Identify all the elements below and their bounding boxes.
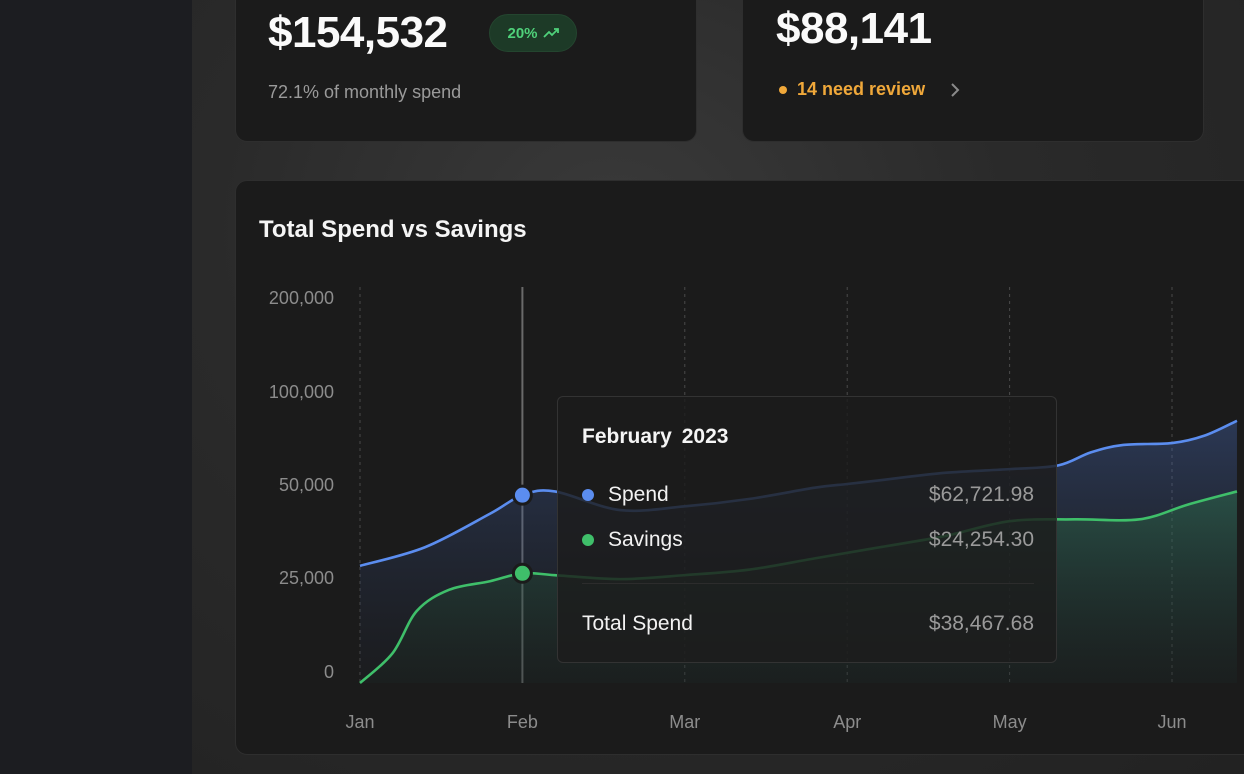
y-tick-label: 200,000	[269, 288, 334, 308]
x-tick-label: Feb	[507, 712, 538, 732]
spend-legend-dot-icon	[582, 489, 594, 501]
kpi-card-total	[235, 0, 697, 142]
chart-title: Total Spend vs Savings	[259, 216, 527, 243]
chart-tooltip: February 2023 Spend $62,721.98 Savings $…	[557, 396, 1057, 663]
x-tick-label: May	[993, 712, 1027, 732]
tooltip-value: $24,254.30	[928, 528, 1034, 551]
tooltip-row-spend: Spend $62,721.98	[582, 483, 1034, 507]
x-tick-label: Jun	[1157, 712, 1186, 732]
tooltip-label: Spend	[608, 483, 669, 506]
tooltip-total-value: $38,467.68	[928, 612, 1034, 635]
hover-point-savings	[511, 562, 533, 584]
kpi-value: $88,141	[776, 4, 932, 53]
sidebar	[0, 0, 192, 774]
tooltip-divider	[582, 583, 1034, 584]
x-tick-label: Mar	[669, 712, 700, 732]
tooltip-month: February	[582, 425, 672, 448]
review-link[interactable]: 14 need review	[779, 79, 925, 100]
kpi-value: $154,532	[268, 8, 448, 57]
x-tick-label: Jan	[345, 712, 374, 732]
y-tick-label: 25,000	[279, 568, 334, 588]
change-badge: 20%	[489, 14, 577, 52]
chevron-right-icon[interactable]	[948, 81, 962, 99]
y-tick-label: 0	[324, 662, 334, 682]
warning-dot-icon	[779, 85, 787, 94]
savings-legend-dot-icon	[582, 534, 594, 546]
x-tick-label: Apr	[833, 712, 861, 732]
hover-point-spend	[511, 484, 533, 506]
badge-label: 20%	[507, 24, 538, 42]
tooltip-row-savings: Savings $24,254.30	[582, 528, 1034, 552]
tooltip-value: $62,721.98	[928, 483, 1034, 506]
kpi-subtitle: 72.1% of monthly spend	[268, 82, 462, 102]
y-tick-label: 100,000	[269, 382, 334, 402]
kpi-card-review[interactable]	[742, 0, 1204, 142]
tooltip-total-label: Total Spend	[582, 612, 693, 635]
tooltip-title: February 2023	[582, 425, 728, 449]
review-label: 14 need review	[797, 79, 926, 99]
trending-up-icon	[542, 28, 559, 38]
tooltip-row-total: Total Spend $38,467.68	[582, 612, 1034, 636]
y-tick-label: 50,000	[279, 475, 334, 495]
tooltip-year: 2023	[681, 425, 729, 448]
tooltip-label: Savings	[608, 528, 683, 551]
